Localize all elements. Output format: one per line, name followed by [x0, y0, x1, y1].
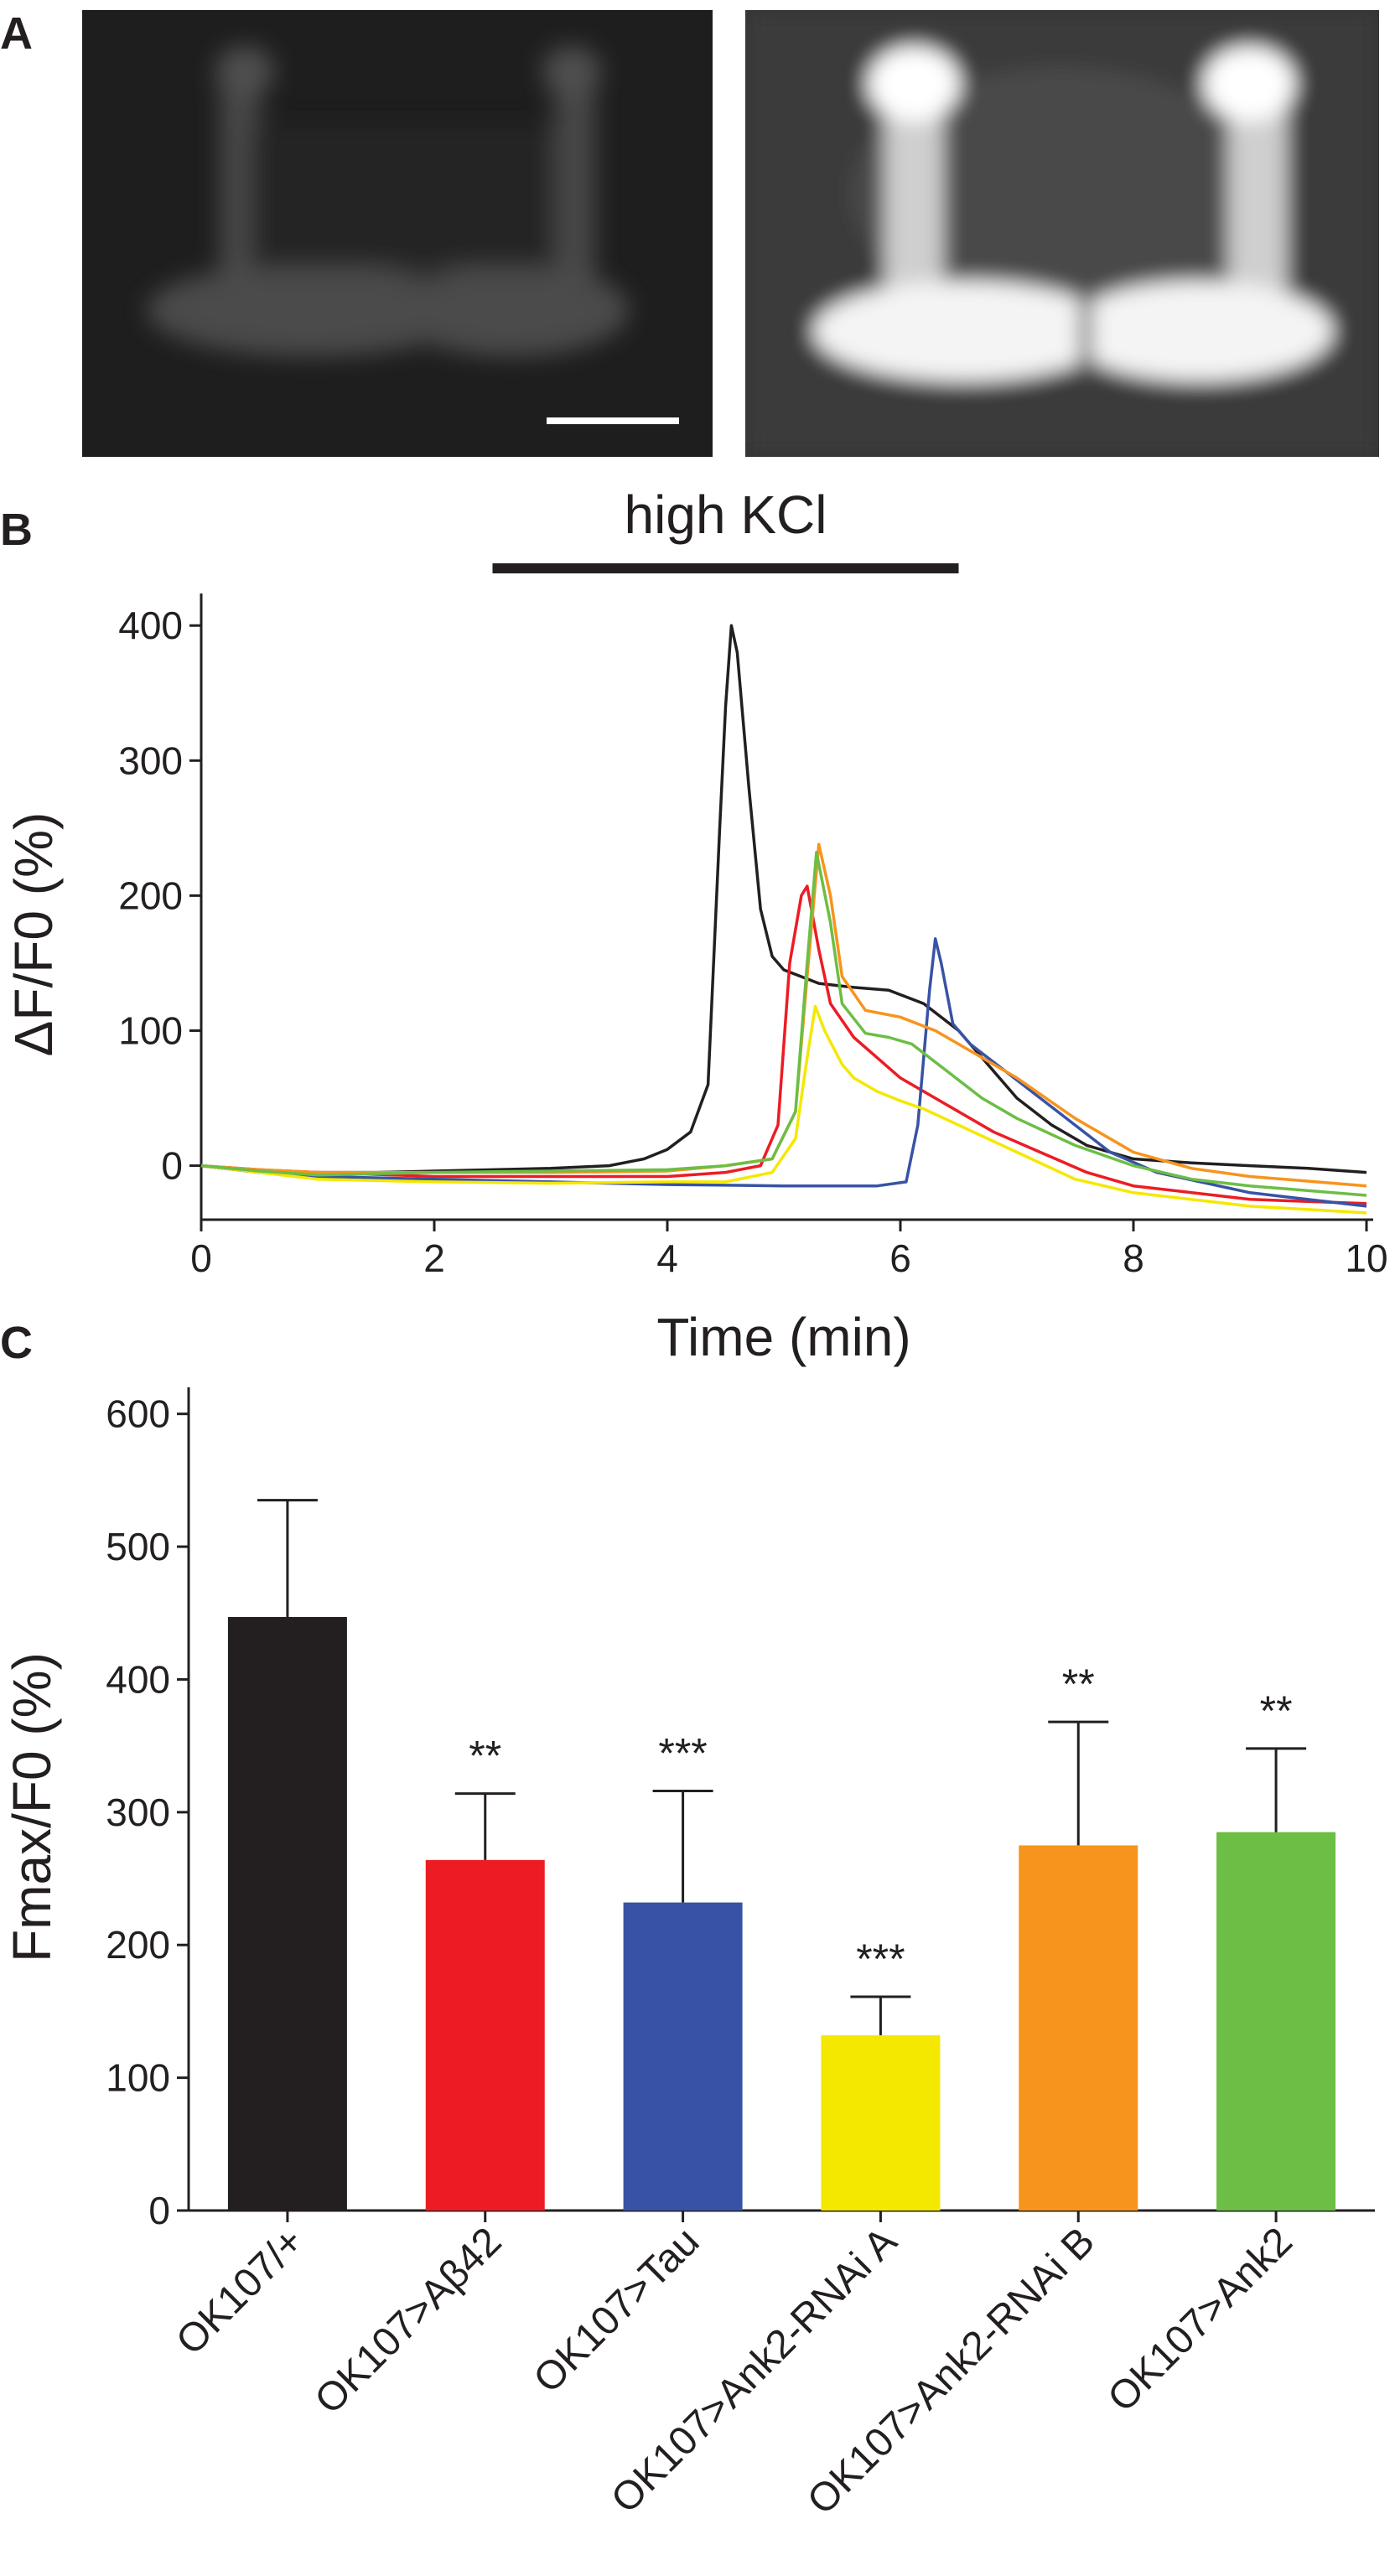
line-chart: high KCl 0 100 200 300 400 0 2 4 6 8 10 Time (min)…: [3, 485, 1388, 1367]
bar-0: [227, 1617, 347, 2211]
panel-letter-c: C: [0, 1318, 33, 1368]
stimulus-label: high KCl: [625, 485, 827, 545]
bar-chart-y-tick-label: 300: [106, 1791, 170, 1834]
bar-1: [425, 1859, 545, 2211]
line-chart-axes: 0 100 200 300 400 0 2 4 6 8 10: [118, 593, 1388, 1280]
line-chart-y-axis-title: ΔF/F0 (%): [3, 812, 64, 1057]
line-chart-x-tick-label: 6: [889, 1236, 911, 1280]
bar-5: [1216, 1832, 1336, 2211]
line-chart-y-tick-label: 400: [118, 604, 183, 647]
bar-2: [623, 1902, 743, 2211]
scale-bar: [547, 417, 679, 424]
bar-chart-y-tick-label: 500: [106, 1525, 170, 1568]
significance-mark-5: **: [1260, 1687, 1293, 1734]
category-label-1: OK107>Aβ42: [307, 2219, 511, 2423]
line-chart-y-tick-label: 200: [118, 873, 183, 917]
series-line-0: [200, 624, 1367, 1174]
bar-4: [1019, 1845, 1138, 2211]
significance-mark-3: ***: [856, 1936, 905, 1983]
significance-mark-2: ***: [658, 1729, 707, 1776]
line-chart-y-tick-label: 100: [118, 1008, 183, 1052]
bar-chart-y-tick-label: 0: [148, 2189, 170, 2232]
series-line-5: [200, 851, 1367, 1197]
significance-mark-4: **: [1062, 1661, 1095, 1708]
line-chart-series: [200, 624, 1367, 1215]
bar-chart-axes: 0 100 200 300 400 500 600: [106, 1387, 1375, 2232]
bar-chart-y-tick-label: 400: [106, 1657, 170, 1701]
bar-chart: 0 100 200 300 400 500 600 OK107/+ ** OK107>Aβ42 *…: [2, 1387, 1375, 2523]
micrograph-peak: [745, 10, 1379, 457]
category-label-0: OK107/+: [168, 2219, 312, 2363]
line-chart-x-axis-title: Time (min): [656, 1307, 910, 1367]
line-chart-x-tick-label: 10: [1345, 1236, 1387, 1280]
line-chart-y-tick-label: 0: [161, 1144, 183, 1188]
series-line-3: [200, 1004, 1367, 1215]
micrograph-baseline: [82, 10, 713, 457]
stimulus-bar: [492, 563, 959, 573]
line-chart-x-tick-label: 0: [190, 1236, 212, 1280]
line-chart-x-tick-label: 4: [656, 1236, 678, 1280]
category-label-5: OK107>Ank2: [1100, 2219, 1301, 2420]
category-label-2: OK107>Tau: [526, 2219, 708, 2402]
line-chart-x-tick-label: 8: [1123, 1236, 1144, 1280]
line-chart-y-tick-label: 300: [118, 739, 183, 782]
series-line-2: [200, 937, 1367, 1208]
bar-chart-y-tick-label: 600: [106, 1392, 170, 1436]
panel-letter-b: B: [0, 505, 33, 555]
bar-chart-y-axis-title: Fmax/F0 (%): [2, 1652, 62, 1962]
line-chart-x-tick-label: 2: [423, 1236, 445, 1280]
significance-mark-1: **: [469, 1733, 501, 1780]
bar-3: [821, 2034, 941, 2211]
panel-letter-a: A: [0, 8, 33, 59]
bar-chart-y-tick-label: 100: [106, 2056, 170, 2100]
bar-chart-bars: OK107/+ ** OK107>Aβ42 *** OK107>Tau *** OK107>…: [168, 1499, 1336, 2523]
bar-chart-y-tick-label: 200: [106, 1923, 170, 1967]
